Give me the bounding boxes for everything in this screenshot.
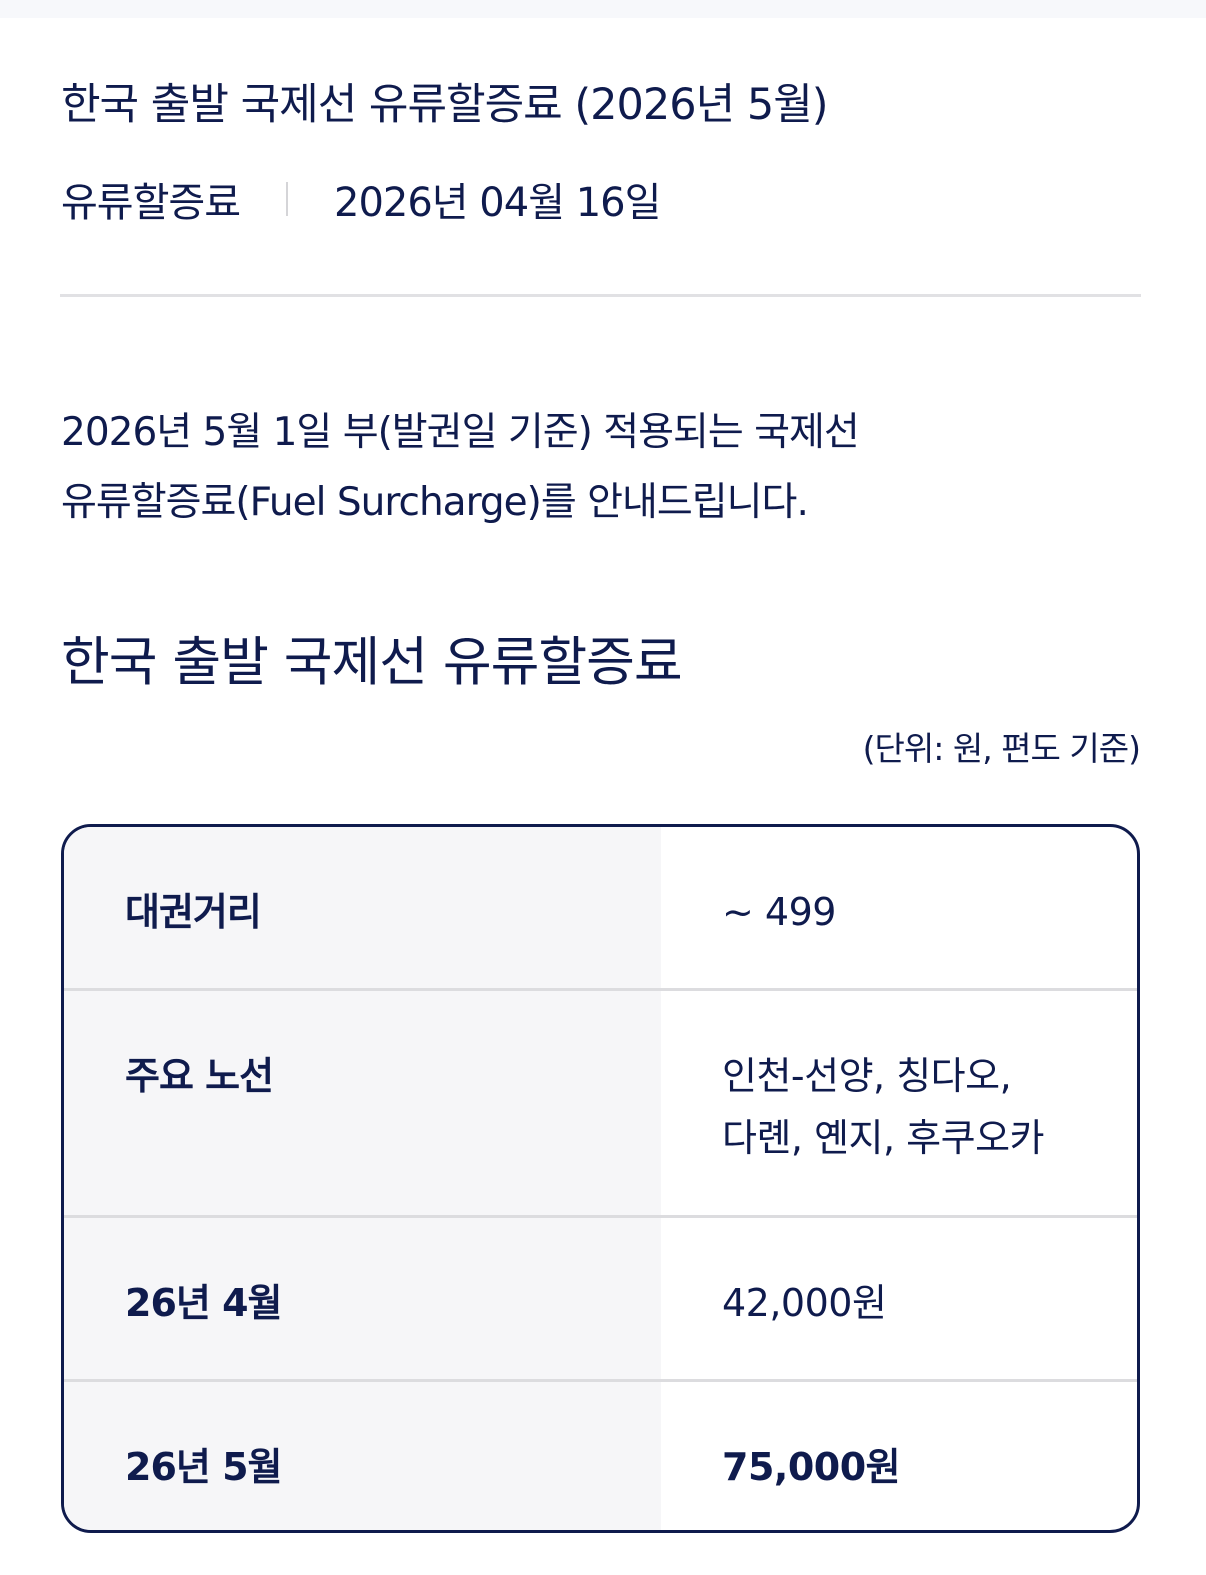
unit-note: (단위: 원, 편도 기준)	[862, 729, 1141, 768]
route-line: 다롄, 옌지, 후쿠오카	[722, 1116, 1045, 1160]
row-value: ~ 499	[722, 890, 836, 934]
post-date: 2026년 04월 16일	[334, 180, 661, 226]
page-title: 한국 출발 국제선 유류할증료 (2026년 5월)	[61, 80, 829, 130]
section-title: 한국 출발 국제선 유류할증료	[61, 632, 683, 693]
table-row: 26년 5월 75,000원	[64, 1382, 1137, 1530]
intro-line: 유류할증료(Fuel Surcharge)를 안내드립니다.	[61, 480, 809, 525]
intro-line: 2026년 5월 1일 부(발권일 기준) 적용되는 국제선	[61, 410, 860, 455]
row-value: 인천-선양, 칭다오, 다롄, 옌지, 후쿠오카	[661, 991, 1137, 1215]
post-meta: 유류할증료 2026년 04월 16일	[61, 170, 661, 228]
category-label: 유류할증료	[61, 180, 241, 226]
table-row: 대권거리 ~ 499	[64, 827, 1137, 991]
row-header: 26년 5월	[64, 1382, 661, 1530]
row-header: 26년 4월	[64, 1218, 661, 1379]
row-header: 주요 노선	[64, 991, 661, 1215]
intro-text: 2026년 5월 1일 부(발권일 기준) 적용되는 국제선 유류할증료(Fue…	[61, 398, 1141, 538]
row-value: 75,000원	[722, 1445, 901, 1489]
table-row: 26년 4월 42,000원	[64, 1218, 1137, 1382]
divider	[60, 294, 1141, 297]
meta-separator	[286, 182, 288, 216]
route-line: 인천-선양, 칭다오,	[722, 1054, 1012, 1098]
row-value: 42,000원	[722, 1281, 887, 1325]
table-row: 주요 노선 인천-선양, 칭다오, 다롄, 옌지, 후쿠오카	[64, 991, 1137, 1218]
row-header: 대권거리	[64, 827, 661, 988]
top-bar	[0, 0, 1206, 18]
surcharge-table: 대권거리 ~ 499 주요 노선 인천-선양, 칭다오, 다롄, 옌지, 후쿠오…	[61, 824, 1140, 1533]
